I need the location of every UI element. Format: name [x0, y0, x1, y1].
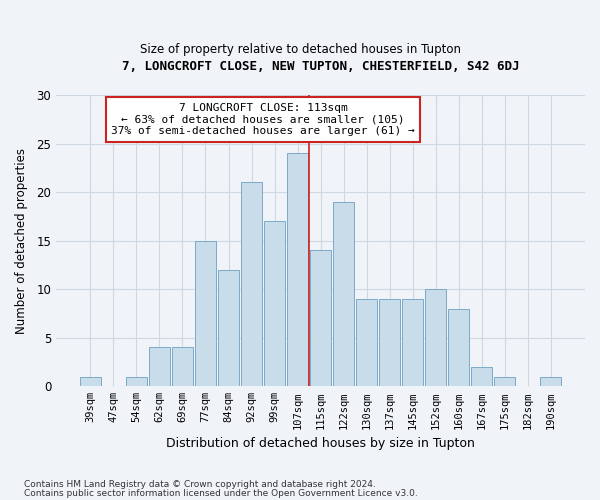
- Bar: [494, 376, 515, 386]
- Text: Contains HM Land Registry data © Crown copyright and database right 2024.: Contains HM Land Registry data © Crown c…: [24, 480, 376, 489]
- Title: 7, LONGCROFT CLOSE, NEW TUPTON, CHESTERFIELD, S42 6DJ: 7, LONGCROFT CLOSE, NEW TUPTON, CHESTERF…: [122, 60, 519, 73]
- Bar: [241, 182, 262, 386]
- Text: Size of property relative to detached houses in Tupton: Size of property relative to detached ho…: [139, 42, 461, 56]
- Bar: [379, 299, 400, 386]
- Text: Contains public sector information licensed under the Open Government Licence v3: Contains public sector information licen…: [24, 488, 418, 498]
- Bar: [333, 202, 354, 386]
- Bar: [126, 376, 147, 386]
- Bar: [80, 376, 101, 386]
- Bar: [218, 270, 239, 386]
- Y-axis label: Number of detached properties: Number of detached properties: [15, 148, 28, 334]
- Text: 7 LONGCROFT CLOSE: 113sqm
← 63% of detached houses are smaller (105)
37% of semi: 7 LONGCROFT CLOSE: 113sqm ← 63% of detac…: [111, 103, 415, 136]
- Bar: [540, 376, 561, 386]
- Bar: [425, 289, 446, 386]
- Bar: [356, 299, 377, 386]
- Bar: [264, 221, 285, 386]
- Bar: [310, 250, 331, 386]
- Bar: [448, 308, 469, 386]
- Bar: [471, 367, 492, 386]
- Bar: [172, 348, 193, 387]
- Bar: [195, 240, 216, 386]
- X-axis label: Distribution of detached houses by size in Tupton: Distribution of detached houses by size …: [166, 437, 475, 450]
- Bar: [287, 154, 308, 386]
- Bar: [402, 299, 423, 386]
- Bar: [149, 348, 170, 387]
